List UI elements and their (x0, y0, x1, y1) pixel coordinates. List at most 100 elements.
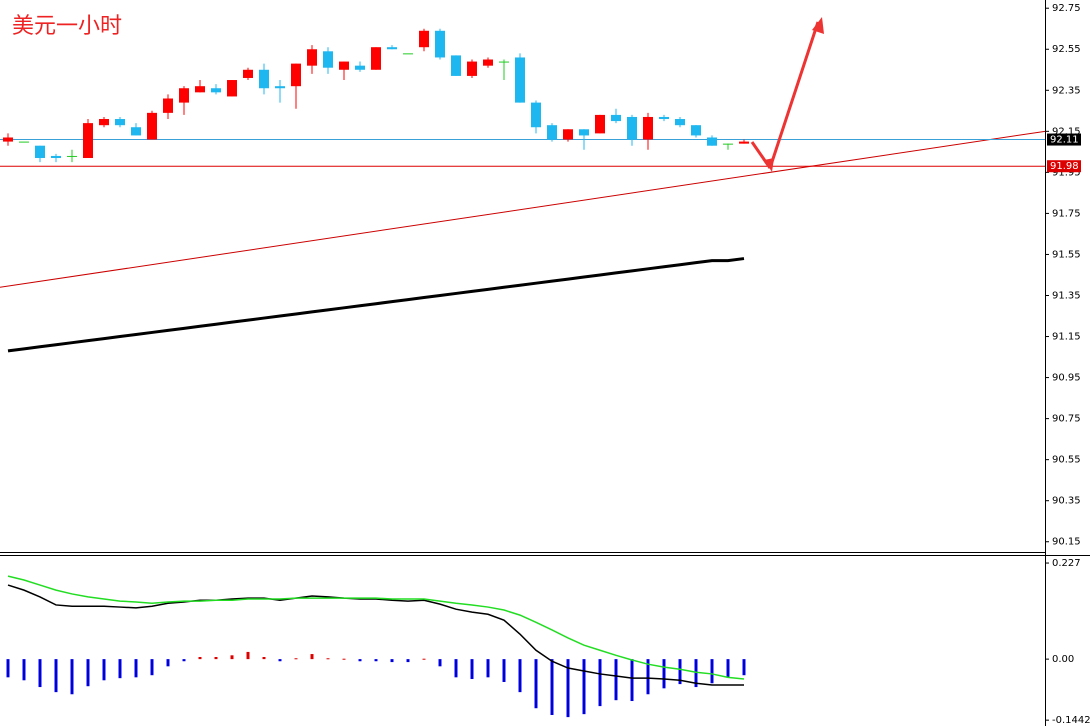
candle-body (339, 61, 349, 70)
histogram-bar (54, 659, 58, 693)
histogram-bar (6, 659, 10, 678)
candle-body (307, 49, 317, 66)
candle-body (211, 88, 221, 93)
histogram-bar (358, 659, 362, 662)
candle-body (643, 116, 653, 140)
y-tick-label: 92.35 (1052, 85, 1081, 96)
candle-body (595, 114, 605, 134)
candle-body (675, 119, 685, 126)
candle-body (227, 80, 237, 97)
histogram-bar (646, 659, 650, 695)
histogram-bar (166, 659, 170, 667)
histogram-bar (118, 659, 122, 679)
arrow-head (812, 17, 824, 34)
histogram-bar (310, 654, 314, 660)
candle-body (131, 127, 141, 136)
candle-body (115, 119, 125, 126)
candle-body (147, 112, 157, 140)
y-tick-label: 92.15 (1052, 126, 1081, 137)
forecast-arrow (750, 17, 824, 172)
candle-body (371, 47, 381, 70)
histogram-bar (182, 659, 186, 662)
candle-body (243, 69, 253, 78)
indicator-line (7, 575, 745, 680)
y-tick-label: 91.95 (1052, 167, 1081, 178)
candle-body (163, 98, 173, 113)
histogram-bar (374, 659, 378, 662)
candle-body (563, 129, 573, 140)
histogram-bar (582, 659, 586, 715)
histogram-bar (534, 659, 538, 709)
y-tick-label: 91.15 (1052, 332, 1081, 343)
candle-body (483, 59, 493, 66)
indicator-line (7, 584, 744, 686)
y-tick-label: 90.35 (1052, 496, 1081, 507)
histogram-bar (614, 659, 618, 701)
histogram-bar (102, 659, 106, 681)
candle-body (19, 141, 29, 143)
candle-body (611, 114, 621, 122)
candle-body (627, 116, 637, 140)
y-tick-label: 90.75 (1052, 414, 1081, 425)
chart-title: 美元一小时 (12, 14, 122, 39)
candle-body (83, 123, 93, 159)
candle-body (467, 61, 477, 76)
histogram-bar (470, 659, 474, 680)
candle-body (195, 86, 205, 93)
y-tick-label: 90.55 (1052, 455, 1081, 466)
histogram-bar (422, 658, 426, 660)
y-tick-label: 91.75 (1052, 208, 1081, 219)
candle-body (179, 88, 189, 103)
candle-body (579, 129, 589, 136)
trendline (0, 130, 1046, 288)
histogram-bar (630, 659, 634, 702)
histogram-bar (326, 658, 330, 660)
histogram-bar (454, 659, 458, 678)
candle-body (3, 137, 13, 142)
histogram-bar (198, 657, 202, 660)
candle-body (499, 61, 509, 63)
candle-body (515, 57, 525, 103)
histogram-bar (694, 659, 698, 688)
histogram-bar (438, 659, 442, 667)
histogram-bar (22, 659, 26, 681)
candle-body (35, 145, 45, 159)
y-tick-label: -0.1442 (1052, 715, 1090, 726)
histogram-bar (150, 659, 154, 676)
candle-body (691, 125, 701, 136)
arrow-head (764, 158, 774, 172)
histogram-bar (518, 659, 522, 693)
candle-body (531, 102, 541, 128)
candle-body (275, 86, 285, 89)
candle-body (403, 53, 413, 55)
y-tick-label: 92.75 (1052, 3, 1081, 14)
candle-body (723, 143, 733, 145)
candle-body (259, 69, 269, 89)
histogram-bar (70, 659, 74, 695)
histogram-bar (502, 659, 506, 682)
candle-body (419, 30, 429, 48)
candle-body (387, 47, 397, 50)
y-tick-label: 90.95 (1052, 373, 1081, 384)
y-tick-label: 91.35 (1052, 290, 1081, 301)
histogram-bar (710, 659, 714, 684)
moving-average (7, 257, 745, 353)
histogram-bar (214, 657, 218, 660)
histogram-bar (86, 659, 90, 687)
histogram-bar (406, 659, 410, 663)
candle-body (291, 63, 301, 87)
histogram-bar (38, 659, 42, 688)
histogram-bar (598, 659, 602, 707)
histogram-bar (230, 655, 234, 660)
histogram-bar (278, 659, 282, 662)
histogram-bar (246, 651, 250, 660)
y-tick-label: 0.227 (1052, 558, 1081, 569)
candle-body (99, 119, 109, 126)
histogram-bar (550, 659, 554, 715)
candle-body (739, 141, 749, 144)
price-tag (1047, 133, 1081, 146)
histogram-bar (486, 659, 490, 678)
histogram-bar (726, 659, 730, 678)
candle-body (67, 155, 77, 157)
